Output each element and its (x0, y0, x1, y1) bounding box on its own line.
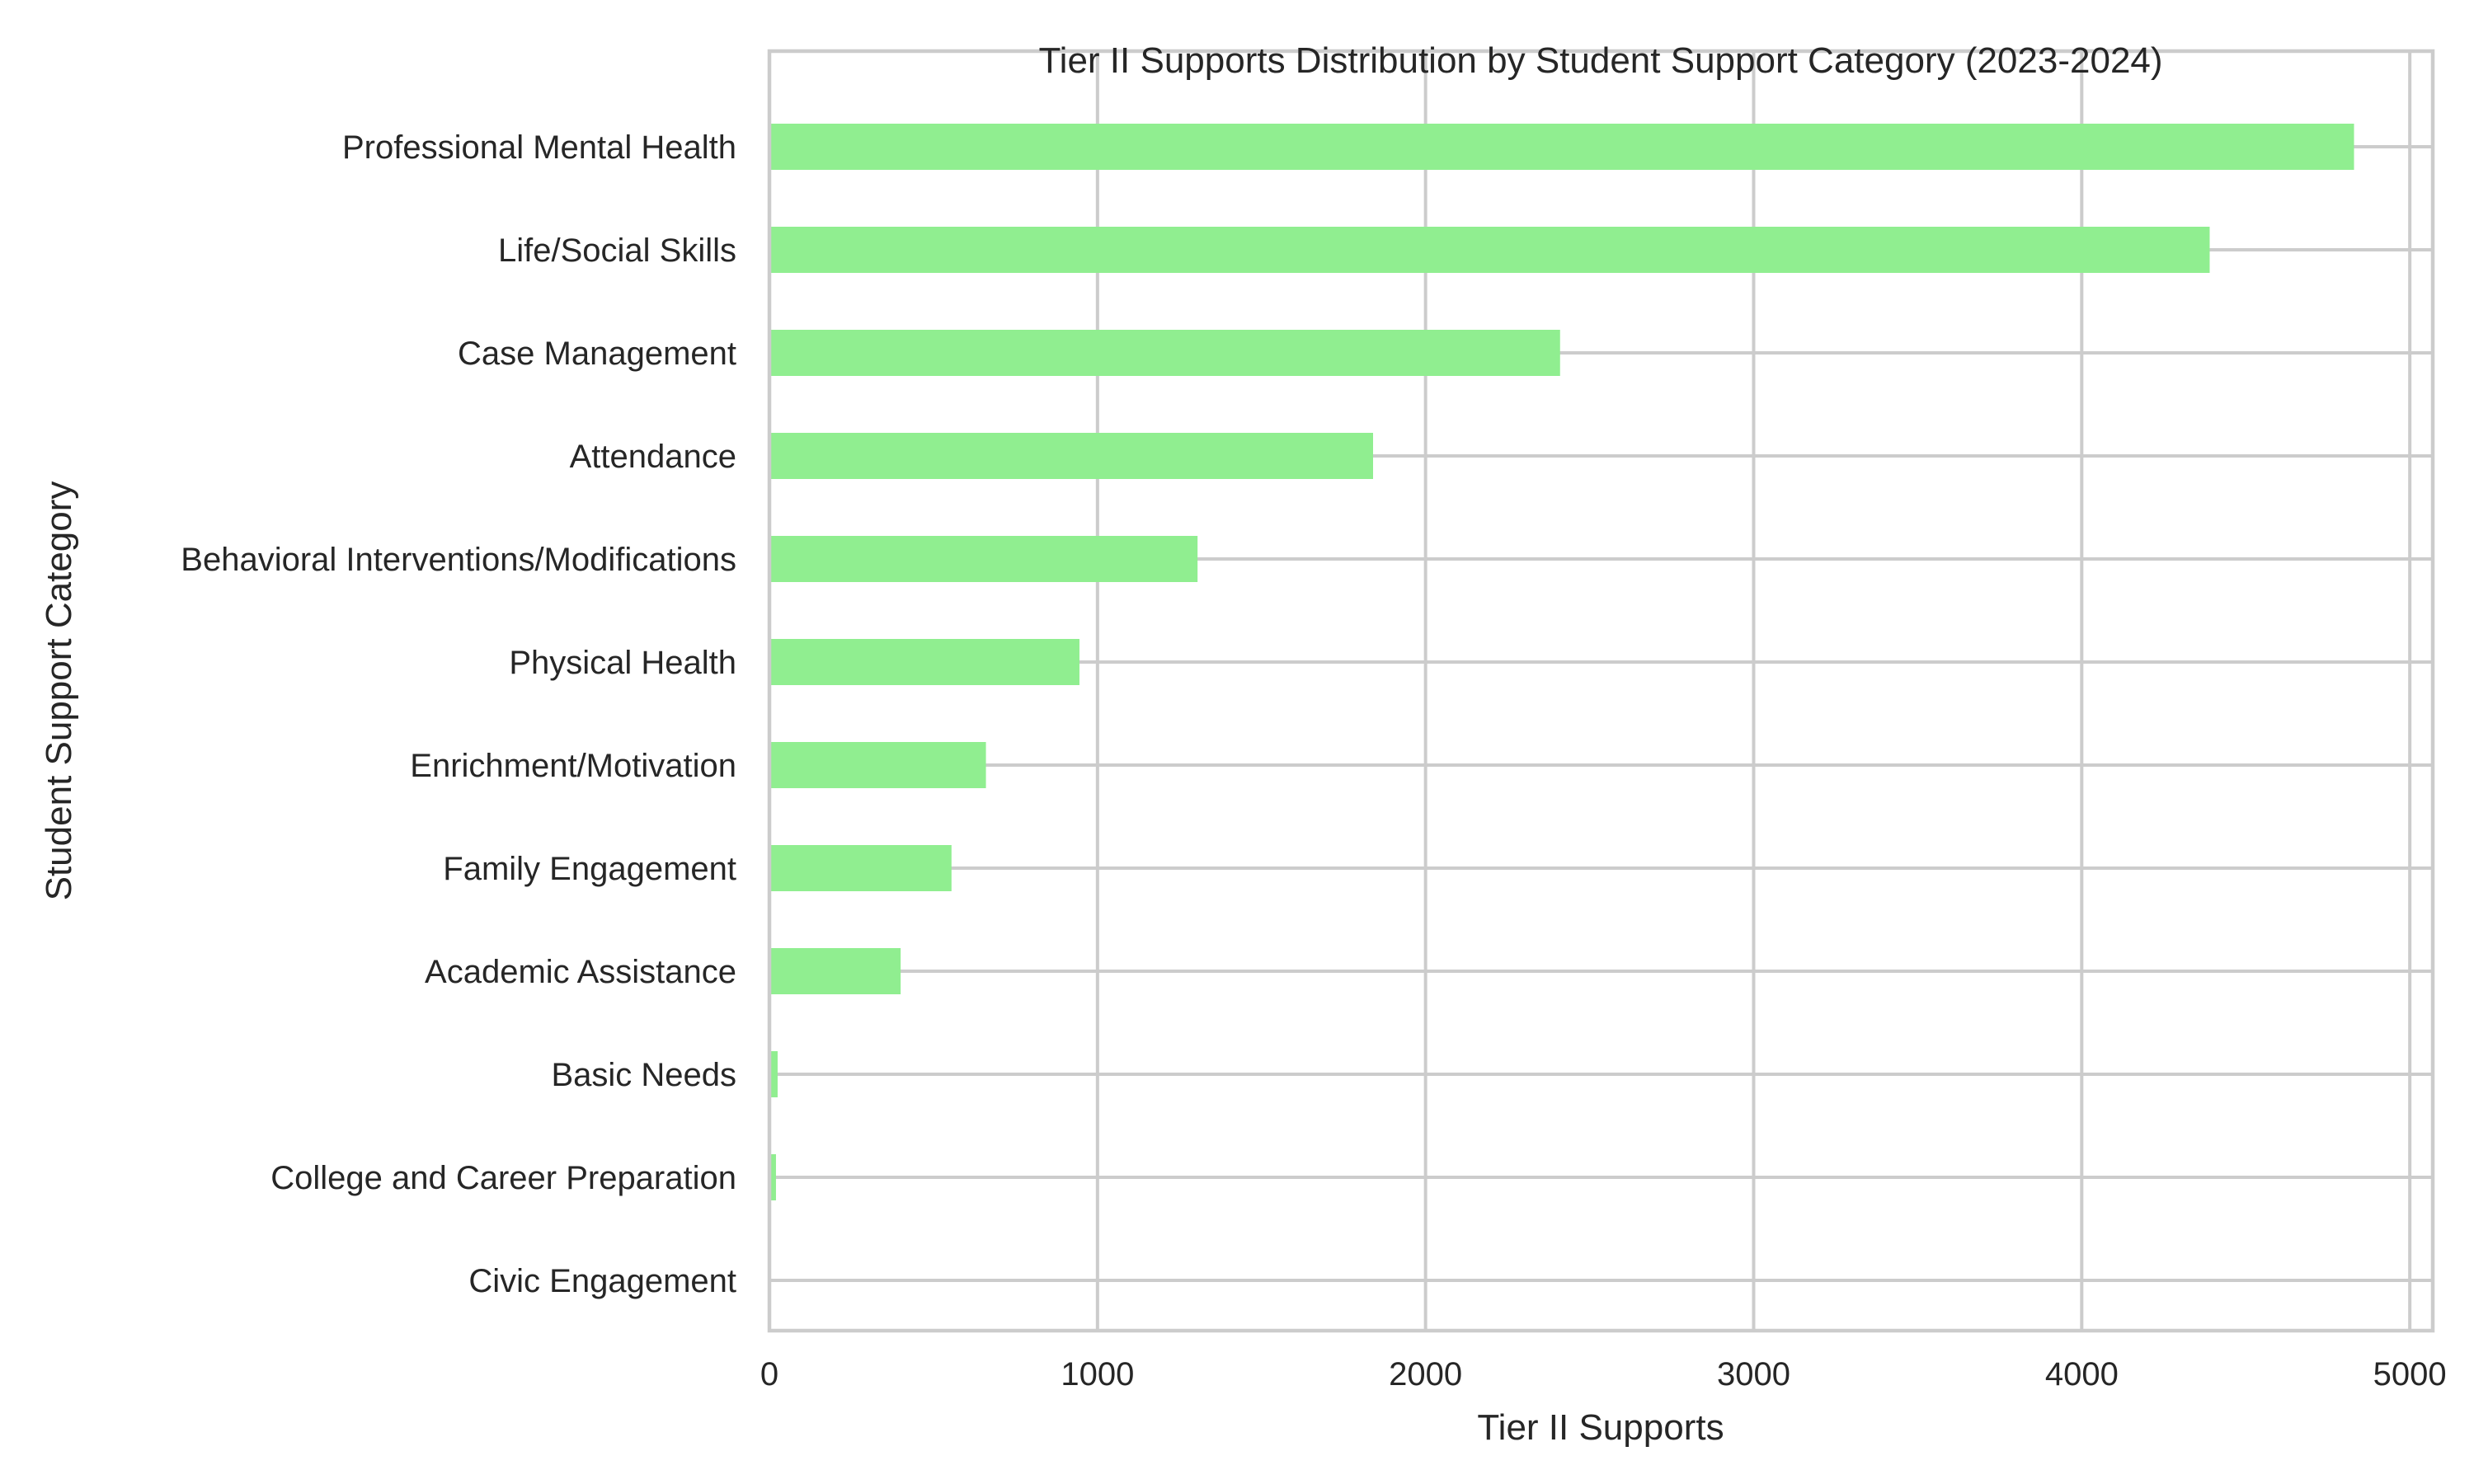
bar-family-engagement (769, 845, 952, 891)
bar-case-management (769, 330, 1560, 376)
y-tick-label-enrichment-motivation: Enrichment/Motivation (410, 748, 736, 784)
y-tick-label-life-social-skills: Life/Social Skills (498, 232, 736, 269)
bar-life-social-skills (769, 227, 2210, 273)
x-axis-label: Tier II Supports (1477, 1407, 1724, 1448)
x-tick-label-4000: 4000 (2045, 1356, 2119, 1392)
y-tick-label-case-management: Case Management (458, 336, 736, 372)
y-tick-label-professional-mental-health: Professional Mental Health (342, 129, 736, 166)
plot-frame (767, 49, 2435, 1333)
bar-behavioral-interventions-modifications (769, 536, 1198, 582)
y-tick-label-physical-health: Physical Health (509, 645, 736, 681)
y-tick-labels: Professional Mental Health Life/Social Sk… (181, 129, 736, 1299)
bar-attendance (769, 433, 1374, 479)
bar-professional-mental-health (769, 124, 2354, 170)
bar-academic-assistance (769, 948, 901, 994)
x-tick-labels: 0 1000 2000 3000 4000 5000 (760, 1356, 2447, 1392)
y-tick-label-academic-assistance: Academic Assistance (425, 954, 736, 990)
x-tick-label-1000: 1000 (1061, 1356, 1134, 1392)
y-axis-label: Student Support Category (39, 481, 79, 901)
x-tick-label-5000: 5000 (2373, 1356, 2447, 1392)
y-tick-label-basic-needs: Basic Needs (551, 1057, 736, 1093)
x-tick-label-3000: 3000 (1717, 1356, 1790, 1392)
y-tick-label-behavioral-interventions-modifications: Behavioral Interventions/Modifications (181, 542, 736, 578)
y-tick-label-civic-engagement: Civic Engagement (468, 1263, 736, 1299)
y-tick-label-attendance: Attendance (570, 439, 736, 475)
bar-enrichment-motivation (769, 742, 986, 788)
y-tick-label-family-engagement: Family Engagement (443, 851, 736, 887)
x-tick-label-2000: 2000 (1389, 1356, 1462, 1392)
y-tick-label-college-and-career-preparation: College and Career Preparation (270, 1160, 736, 1196)
bars-layer (769, 124, 2354, 1303)
bar-basic-needs (769, 1051, 778, 1097)
chart-title: Tier II Supports Distribution by Student… (1038, 40, 2162, 81)
x-tick-label-0: 0 (760, 1356, 778, 1392)
bar-college-and-career-preparation (769, 1154, 776, 1200)
bar-physical-health (769, 639, 1079, 685)
